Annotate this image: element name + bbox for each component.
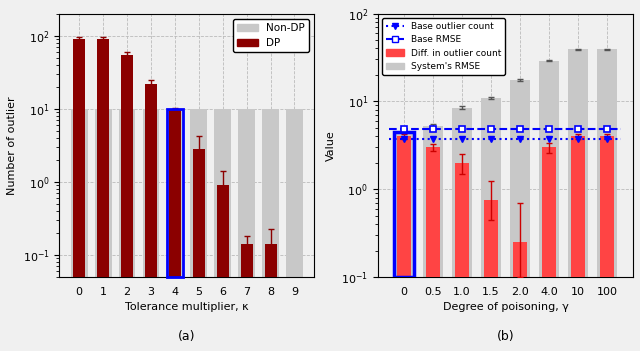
- Bar: [484, 200, 498, 351]
- Bar: [568, 49, 588, 351]
- Bar: [193, 149, 205, 351]
- Legend: Non-DP, DP: Non-DP, DP: [233, 19, 309, 52]
- Bar: [452, 107, 472, 351]
- Bar: [118, 109, 136, 351]
- Bar: [241, 244, 253, 351]
- Bar: [571, 136, 585, 351]
- Bar: [397, 136, 412, 351]
- Bar: [600, 136, 614, 351]
- Bar: [262, 109, 279, 351]
- Bar: [166, 109, 183, 277]
- Bar: [143, 109, 159, 351]
- Legend: Base outlier count, Base RMSE, Diff. in outlier count, System's RMSE: Base outlier count, Base RMSE, Diff. in …: [382, 18, 505, 75]
- Bar: [264, 244, 276, 351]
- Bar: [289, 299, 300, 351]
- Text: (b): (b): [497, 330, 515, 343]
- Y-axis label: Number of outlier: Number of outlier: [7, 96, 17, 194]
- Bar: [481, 98, 501, 351]
- Bar: [238, 109, 255, 351]
- Bar: [541, 147, 556, 351]
- Bar: [513, 242, 527, 351]
- Bar: [214, 109, 231, 351]
- Bar: [191, 109, 207, 351]
- Bar: [95, 109, 111, 351]
- Bar: [286, 109, 303, 351]
- Bar: [426, 147, 440, 351]
- Text: (a): (a): [178, 330, 196, 343]
- Bar: [454, 163, 469, 351]
- Bar: [597, 49, 617, 351]
- Bar: [71, 109, 88, 351]
- Bar: [394, 132, 414, 277]
- Bar: [121, 54, 133, 351]
- Bar: [166, 109, 183, 351]
- Bar: [73, 39, 85, 351]
- Bar: [217, 185, 228, 351]
- Y-axis label: Value: Value: [326, 130, 335, 161]
- Bar: [394, 132, 414, 351]
- Bar: [97, 39, 109, 351]
- X-axis label: Degree of poisoning, γ: Degree of poisoning, γ: [442, 302, 568, 312]
- Bar: [510, 80, 530, 351]
- Bar: [169, 110, 181, 351]
- X-axis label: Tolerance multiplier, κ: Tolerance multiplier, κ: [125, 302, 249, 312]
- Bar: [539, 61, 559, 351]
- Bar: [145, 84, 157, 351]
- Bar: [423, 126, 443, 351]
